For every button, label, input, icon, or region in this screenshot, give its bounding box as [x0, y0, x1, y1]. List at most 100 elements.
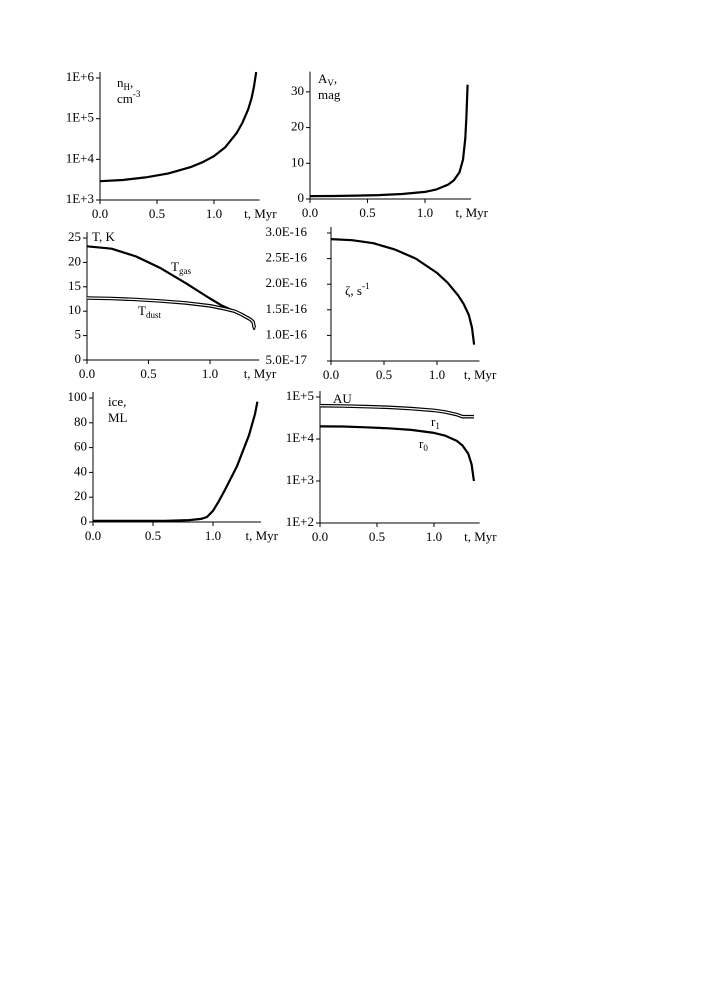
label-part: -1 — [362, 281, 370, 291]
x-tick-label: 0.0 — [85, 528, 101, 543]
y-axis-label: nH, — [117, 75, 133, 92]
x-axis-label: t, Myr — [244, 206, 277, 221]
y-tick-label: 1E+4 — [286, 430, 315, 445]
series-line-inner — [86, 297, 255, 328]
x-axis-label: t, Myr — [464, 367, 497, 382]
y-tick-label: 20 — [68, 253, 81, 268]
y-tick-label: 1.0E-16 — [265, 326, 307, 341]
x-axis-label: t, Myr — [456, 205, 489, 220]
x-tick-label: 1.0 — [417, 205, 433, 220]
label-part: 0 — [423, 443, 428, 453]
y-tick-label: 1E+4 — [66, 150, 95, 165]
series-label: r0 — [419, 436, 428, 453]
y-tick-label: 1E+5 — [286, 388, 314, 403]
y-tick-label: 1E+5 — [66, 110, 94, 125]
y-tick-label: 10 — [291, 154, 304, 169]
x-tick-label: 0.0 — [92, 206, 108, 221]
series-line — [319, 425, 475, 482]
label-part: AU — [333, 391, 352, 406]
x-axis-label: t, Myr — [244, 366, 277, 381]
y-tick-label: 1E+2 — [286, 514, 314, 529]
label-part: 1 — [435, 421, 440, 431]
x-axis-label: t, Myr — [464, 529, 497, 544]
y-axis-label: AV, — [318, 71, 337, 88]
label-part: ζ, s — [345, 283, 362, 298]
y-tick-label: 30 — [291, 83, 304, 98]
y-tick-label: 0 — [81, 513, 88, 528]
y-tick-label: 3.0E-16 — [265, 224, 307, 239]
label-part: ML — [108, 410, 128, 425]
x-tick-label: 0.0 — [323, 367, 339, 382]
y-axis-label: ζ, s-1 — [345, 281, 369, 298]
label-part: r — [419, 436, 424, 451]
series-line — [330, 238, 476, 345]
x-tick-label: 0.5 — [359, 205, 375, 220]
y-tick-label: 1E+3 — [286, 472, 314, 487]
y-tick-label: 20 — [291, 119, 304, 134]
y-tick-label: 25 — [68, 229, 81, 244]
y-tick-label: 2.0E-16 — [265, 275, 307, 290]
label-part: H — [124, 82, 131, 92]
y-tick-label: 40 — [74, 463, 87, 478]
y-axis-label: ML — [108, 410, 128, 425]
y-tick-label: 20 — [74, 488, 87, 503]
label-part: T — [171, 259, 179, 274]
series-line — [99, 71, 258, 183]
y-axis-label: ice, — [108, 394, 126, 409]
x-tick-label: 0.0 — [302, 205, 318, 220]
y-tick-label: 80 — [74, 414, 87, 429]
y-tick-label: 0 — [75, 351, 82, 366]
label-part: gas — [179, 266, 191, 276]
y-tick-label: 15 — [68, 278, 81, 293]
y-tick-label: 2.5E-16 — [265, 250, 307, 265]
y-tick-label: 0 — [298, 190, 305, 205]
x-tick-label: 1.0 — [202, 366, 218, 381]
label-part: T — [138, 303, 146, 318]
x-tick-label: 0.5 — [140, 366, 156, 381]
label-part: n — [117, 75, 124, 90]
x-tick-label: 1.0 — [206, 206, 222, 221]
label-part: T, K — [92, 229, 115, 244]
y-tick-label: 10 — [68, 302, 81, 317]
x-tick-label: 0.5 — [149, 206, 165, 221]
y-tick-label: 5 — [75, 327, 82, 342]
x-axis-label: t, Myr — [246, 528, 279, 543]
label-part: r — [431, 414, 436, 429]
x-tick-label: 1.0 — [205, 528, 221, 543]
y-tick-label: 60 — [74, 439, 87, 454]
series-label: r1 — [431, 414, 440, 431]
y-tick-label: 1E+3 — [66, 191, 94, 206]
label-part: mag — [318, 87, 341, 102]
label-part: dust — [146, 310, 162, 320]
x-tick-label: 1.0 — [426, 529, 442, 544]
y-axis-label: T, K — [92, 229, 115, 244]
series-line — [93, 401, 259, 522]
y-tick-label: 100 — [68, 389, 88, 404]
x-tick-label: 0.5 — [369, 529, 385, 544]
label-part: , — [130, 75, 133, 90]
series-line — [86, 296, 257, 329]
x-tick-label: 1.0 — [429, 367, 445, 382]
y-tick-label: 1E+6 — [66, 69, 95, 84]
label-part: A — [318, 71, 328, 86]
series-line-inner — [319, 405, 474, 418]
x-tick-label: 0.5 — [145, 528, 161, 543]
y-tick-label: 1.5E-16 — [265, 301, 307, 316]
label-part: V — [327, 78, 334, 88]
label-part: cm — [117, 91, 133, 106]
label-part: , — [334, 71, 337, 86]
x-tick-label: 0.0 — [79, 366, 95, 381]
x-tick-label: 0.5 — [376, 367, 392, 382]
series-label: Tgas — [171, 259, 191, 276]
y-axis-label: mag — [318, 87, 341, 102]
y-axis-label: AU — [333, 391, 352, 406]
label-part: ice, — [108, 394, 126, 409]
series-label: Tdust — [138, 303, 161, 320]
label-part: -3 — [133, 89, 141, 99]
y-tick-label: 5.0E-17 — [265, 352, 307, 367]
series-line — [309, 84, 469, 198]
y-axis-label: cm-3 — [117, 89, 141, 106]
x-tick-label: 0.0 — [312, 529, 328, 544]
